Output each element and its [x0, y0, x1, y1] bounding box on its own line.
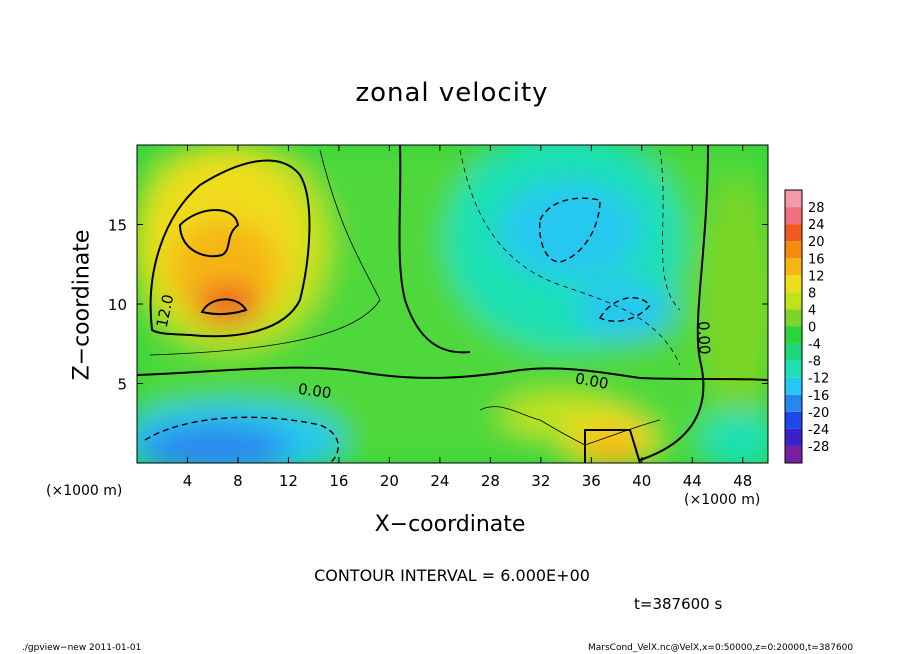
x-axis-ticks: 4 8 12 16 20 24 28 32 36 40 44 48	[183, 145, 752, 490]
colorbar-frame	[784, 189, 803, 464]
colorbar-cell-15	[785, 190, 802, 208]
x-tick-label-7: 32	[531, 472, 550, 490]
colorbar-cell-5	[785, 360, 802, 378]
x-tick-label-9: 40	[632, 472, 651, 490]
y-axis-ticks: 5 10 15	[108, 217, 768, 394]
contour-field	[137, 145, 768, 463]
contour-label-2: 0.00	[574, 369, 610, 393]
colorbar-label-9: -8	[808, 355, 821, 370]
x-axis-label: X−coordinate	[374, 512, 526, 537]
colorbar-cell-9	[785, 292, 802, 310]
contour-interval-note: CONTOUR INTERVAL = 6.000E+00	[314, 566, 590, 585]
colorbar-cell-8	[785, 309, 802, 327]
x-tick-label-10: 44	[683, 472, 702, 490]
colorbar-label-3: 16	[808, 252, 825, 267]
colorbar-cell-4	[785, 377, 802, 395]
x-tick-label-2: 12	[279, 472, 298, 490]
contour-label-3: 0.00	[694, 321, 713, 355]
y-tick-label-0: 5	[117, 376, 127, 394]
x-tick-label-6: 28	[481, 472, 500, 490]
colorbar-label-14: -28	[808, 440, 829, 455]
x-tick-label-11: 48	[733, 472, 752, 490]
colorbar-label-8: -4	[808, 338, 821, 353]
colorbar-cell-1	[785, 428, 802, 446]
x-tick-label-3: 16	[329, 472, 348, 490]
colorbar-label-13: -24	[808, 423, 829, 438]
colorbar-label-11: -16	[808, 389, 829, 404]
colorbar-cell-0	[785, 445, 802, 463]
colorbar-cell-7	[785, 326, 802, 344]
colorbar-cell-3	[785, 394, 802, 412]
colorbar-label-1: 24	[808, 218, 825, 233]
colorbar-label-6: 4	[808, 303, 816, 318]
colorbar-label-7: 0	[808, 321, 816, 336]
colorbar-cell-11	[785, 258, 802, 276]
colorbar-cell-12	[785, 241, 802, 259]
x-tick-label-0: 4	[183, 472, 193, 490]
colorbar-cell-13	[785, 224, 802, 242]
y-tick-label-1: 10	[108, 296, 127, 314]
colorbar-label-4: 12	[808, 269, 825, 284]
time-note: t=387600 s	[634, 595, 723, 613]
colorbar-cell-14	[785, 207, 802, 225]
colorbar-cell-10	[785, 275, 802, 293]
chart-title: zonal velocity	[355, 78, 549, 108]
y-tick-label-2: 15	[108, 217, 127, 235]
contour-label-1: 0.00	[297, 380, 333, 402]
colorbar-cell-2	[785, 411, 802, 429]
footer-left: ./gpview−new 2011-01-01	[22, 643, 142, 653]
x-tick-label-4: 20	[380, 472, 399, 490]
x-tick-label-1: 8	[233, 472, 243, 490]
colorbar: 28 24 20 16 12 8 4 0 -4 -8 -12 -16 -20 -24 -28	[784, 189, 829, 464]
colorbar-label-12: -20	[808, 406, 829, 421]
footer-right: MarsCond_VelX.nc@VelX,x=0:50000,z=0:2000…	[588, 643, 854, 653]
colorbar-label-5: 8	[808, 286, 816, 301]
colorbar-cell-6	[785, 343, 802, 361]
colorbar-label-0: 28	[808, 201, 825, 216]
x-unit-label-left: (×1000 m)	[46, 483, 123, 499]
colorbar-label-10: -12	[808, 372, 829, 387]
colorbar-label-2: 20	[808, 235, 825, 250]
x-tick-label-5: 24	[430, 472, 449, 490]
x-unit-label-right: (×1000 m)	[684, 492, 761, 508]
x-tick-label-8: 36	[582, 472, 601, 490]
